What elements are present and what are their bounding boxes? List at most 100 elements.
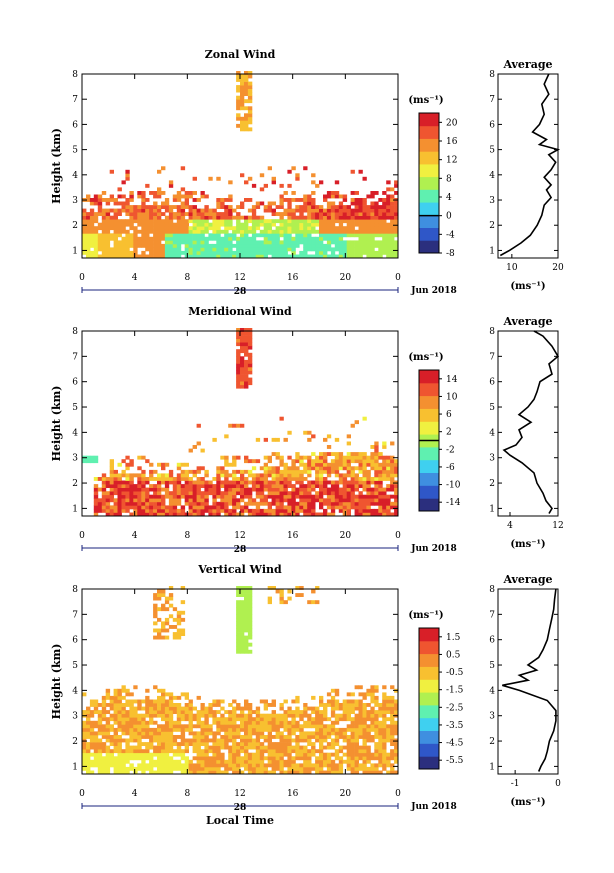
heatmap-cell <box>271 508 276 513</box>
heatmap-cell <box>176 222 182 227</box>
heatmap-cell <box>342 727 348 732</box>
heatmap-cell <box>362 219 367 224</box>
heatmap-cell <box>121 201 126 206</box>
heatmap-cell <box>319 469 324 474</box>
heatmap-cell <box>295 508 300 513</box>
heatmap-cell <box>386 699 391 704</box>
heatmap-cell <box>200 254 205 259</box>
heatmap-cell <box>247 628 253 633</box>
heatmap-cell <box>137 735 142 739</box>
heatmap-cell <box>113 477 118 481</box>
heatmap-cell <box>378 222 383 227</box>
heatmap-cell <box>255 724 261 729</box>
heatmap-cells <box>82 71 399 259</box>
heatmap-cell <box>86 219 91 224</box>
colorbar-tick-label: -4.5 <box>446 739 464 749</box>
heatmap-cell <box>184 469 189 474</box>
heatmap-cell <box>141 749 146 754</box>
heatmap-cell <box>330 469 336 474</box>
heatmap-cell <box>342 731 348 736</box>
heatmap-cell <box>390 254 395 259</box>
heatmap-cell <box>386 208 391 213</box>
heatmap-cell <box>129 498 134 503</box>
heatmap-cell <box>232 462 237 467</box>
heatmap-cell <box>224 229 229 234</box>
heatmap-cell <box>89 198 95 202</box>
heatmap-cell <box>200 731 205 736</box>
heatmap-cell <box>330 742 336 746</box>
heatmap-cell <box>220 756 225 761</box>
heatmap-cell <box>196 222 201 227</box>
heatmap-cell <box>240 649 245 654</box>
heatmap-cell <box>133 247 138 252</box>
heatmap-cell <box>362 243 367 248</box>
heatmap-cell <box>204 254 209 259</box>
heatmap-cell <box>334 692 340 697</box>
heatmap-cell <box>299 505 304 510</box>
heatmap-cell <box>263 763 268 768</box>
heatmap-cell <box>338 703 344 707</box>
heatmap-cell <box>188 727 193 732</box>
heatmap-cell <box>244 749 249 754</box>
heatmap-cell <box>311 205 316 209</box>
heatmap-cell <box>307 466 312 471</box>
heatmap-cell <box>366 752 371 757</box>
heatmap-cell <box>208 713 213 718</box>
heatmap-cell <box>346 508 351 513</box>
heatmap-cell <box>176 635 182 640</box>
heatmap-cell <box>220 699 225 704</box>
heatmap-cell <box>354 756 359 761</box>
heatmap-cell <box>101 198 107 202</box>
heatmap-cell <box>386 459 391 464</box>
heatmap-cell <box>346 498 351 503</box>
heatmap-cell <box>176 247 182 252</box>
heatmap-cell <box>97 752 103 757</box>
heatmap-cell <box>125 756 130 761</box>
heatmap-cell <box>358 699 363 704</box>
heatmap-cell <box>279 763 284 768</box>
heatmap-cell <box>275 240 280 245</box>
heatmap-cell <box>279 240 284 245</box>
heatmap-cell <box>295 586 300 590</box>
heatmap-cell <box>89 735 95 739</box>
heatmap-cell <box>232 487 237 492</box>
heatmap-cell <box>176 491 182 496</box>
heatmap-cell <box>176 480 182 485</box>
heatmap-cell <box>283 480 288 485</box>
heatmap-cell <box>117 766 122 771</box>
heatmap-cell <box>125 169 130 174</box>
heatmap-cell <box>113 742 118 746</box>
heatmap-cell <box>86 254 91 259</box>
heatmap-cell <box>251 459 257 464</box>
heatmap-cell <box>172 198 178 202</box>
heatmap-cell <box>89 710 95 714</box>
heatmap-cell <box>101 706 107 711</box>
heatmap-cell <box>220 763 225 768</box>
heatmap-cell <box>362 484 367 488</box>
heatmap-cell <box>338 229 344 234</box>
heatmap-cell <box>267 247 272 252</box>
heatmap-cell <box>153 720 158 725</box>
heatmap-cell <box>149 505 154 510</box>
heatmap-cell <box>149 473 154 478</box>
heatmap-cell <box>303 247 308 252</box>
heatmap-cell <box>330 229 336 234</box>
heatmap-cell <box>113 487 118 492</box>
heatmap-cell <box>370 452 375 456</box>
heatmap-cell <box>117 491 122 496</box>
heatmap-cell <box>196 198 201 202</box>
heatmap-cell <box>212 487 217 492</box>
heatmap-cell <box>129 724 134 729</box>
heatmap-cell <box>378 212 383 216</box>
heatmap-cell <box>89 770 95 775</box>
heatmap-cell <box>188 480 193 485</box>
heatmap-cell <box>326 201 332 206</box>
heatmap-cell <box>164 706 170 711</box>
heatmap-cell <box>330 752 336 757</box>
heatmap-cell <box>244 215 249 220</box>
heatmap-cell <box>287 508 292 513</box>
colorbar-tick-label: -2.5 <box>446 703 464 713</box>
heatmap-cell <box>240 738 245 743</box>
heatmap-cell <box>315 738 320 743</box>
